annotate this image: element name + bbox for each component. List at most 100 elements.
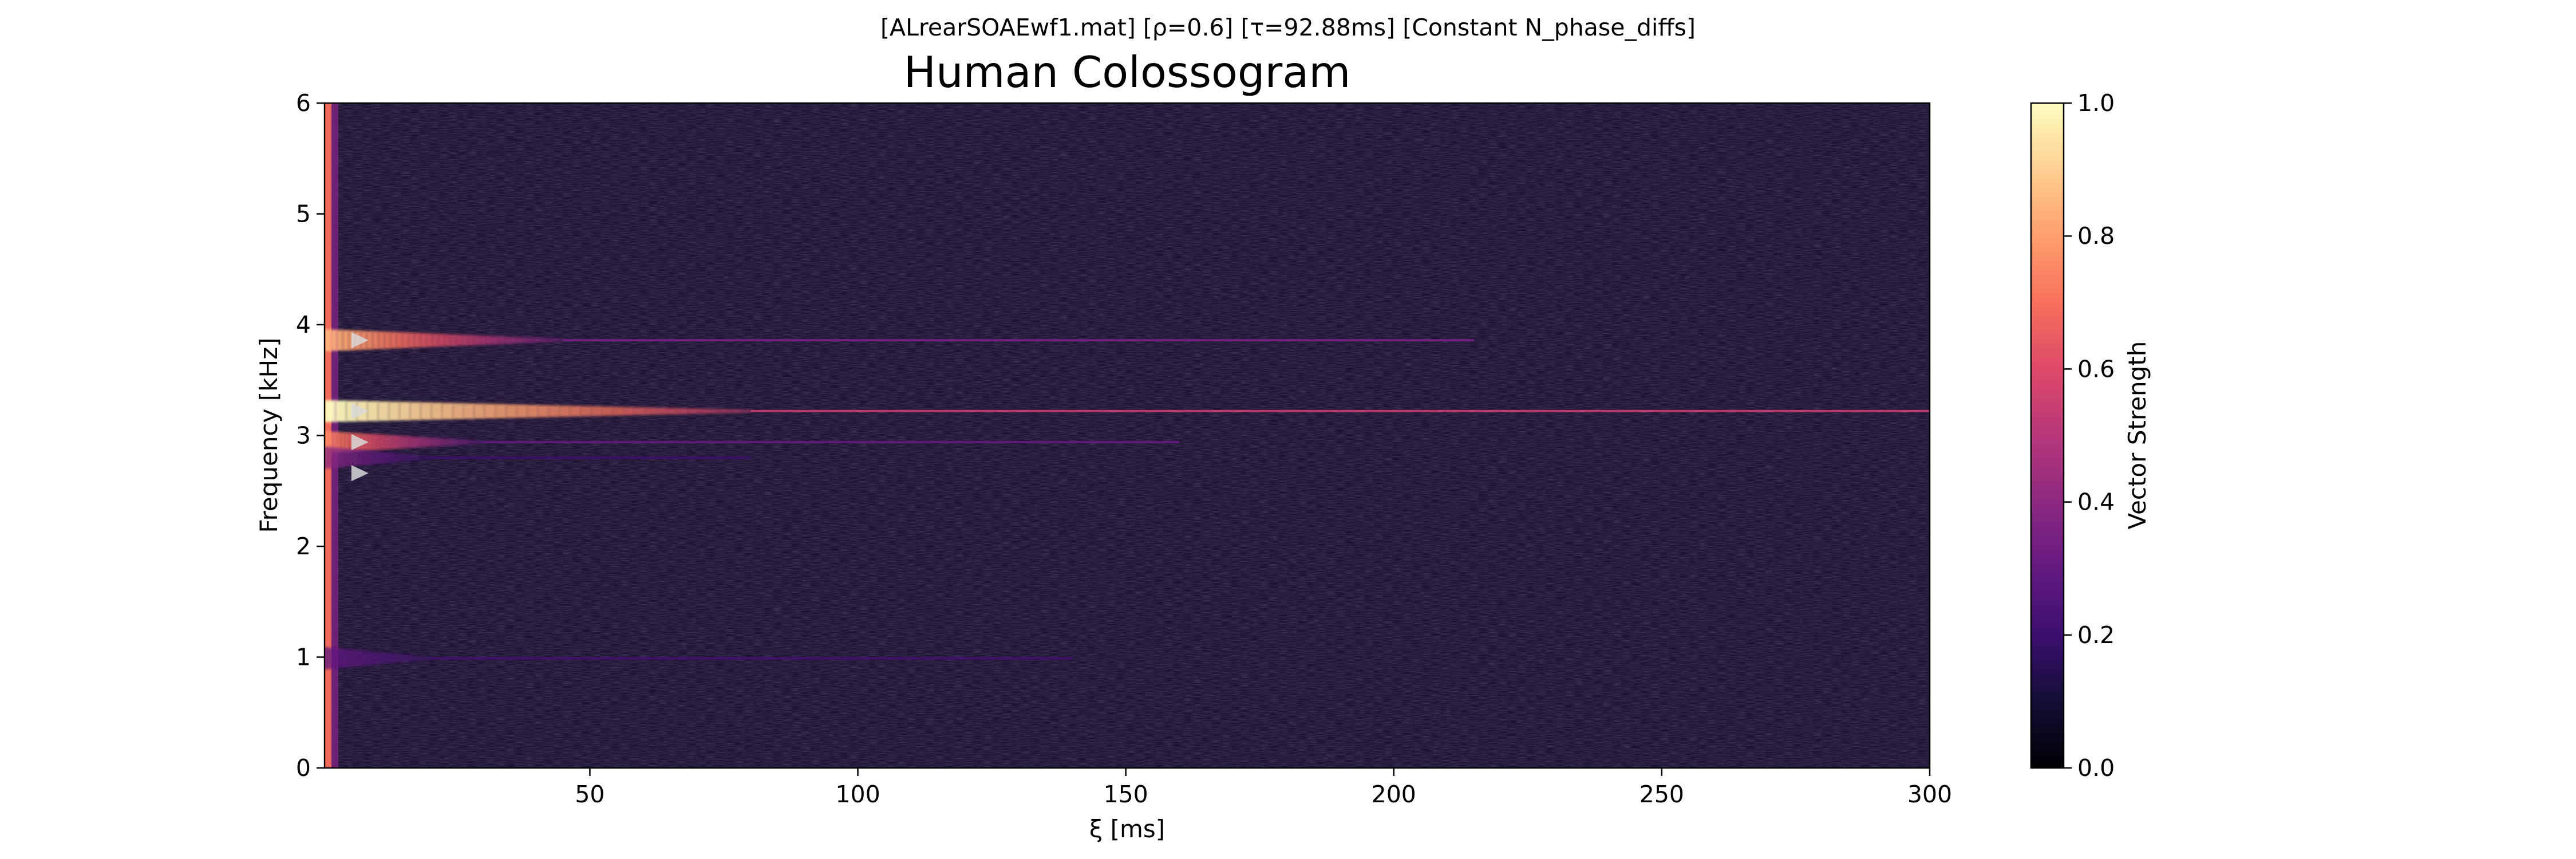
peak-flare-segment bbox=[332, 431, 337, 453]
peak-flare-segment bbox=[336, 432, 341, 452]
colorbar: 0.0 0.2 0.4 0.6 0.8 1.0 Vector Strength bbox=[2030, 89, 2151, 782]
peak-flare-segment bbox=[388, 401, 400, 421]
peak-flare-segment bbox=[325, 329, 331, 352]
peak-flare-segment bbox=[348, 649, 351, 667]
peak-flare-segment bbox=[348, 449, 351, 467]
peak-flare-segment bbox=[396, 332, 403, 348]
peak-flare-segment bbox=[580, 406, 592, 416]
peak-flare-segment bbox=[459, 439, 464, 445]
peak-flare-segment bbox=[358, 650, 362, 666]
peak-flare-segment bbox=[378, 331, 385, 349]
peak-flare-segment bbox=[533, 337, 540, 343]
peak-flare-segment bbox=[516, 404, 528, 418]
peak-flare-segment bbox=[407, 436, 412, 448]
peak-flare-segment bbox=[336, 329, 343, 351]
peak-flare-segment bbox=[654, 408, 666, 415]
peak-marker-triangle bbox=[351, 332, 369, 349]
peak-marker-triangle bbox=[351, 403, 369, 419]
peak-flare-segment bbox=[423, 437, 428, 447]
peak-marker-triangle bbox=[351, 434, 369, 451]
peak-flare-segment bbox=[505, 404, 517, 418]
peak-flare-segment bbox=[369, 451, 373, 464]
peak-flare-segment bbox=[439, 438, 444, 446]
peak-flare-segment bbox=[420, 402, 432, 420]
peak-markers bbox=[351, 332, 369, 482]
peak-flare-segment bbox=[676, 408, 688, 414]
peak-flare-segment bbox=[444, 334, 451, 346]
peak-flare-segment bbox=[551, 338, 558, 342]
peak-flare-segment bbox=[400, 436, 405, 449]
peak-flare-segment bbox=[557, 338, 564, 342]
peak-flare-segment bbox=[491, 336, 499, 345]
peak-flare-segment bbox=[361, 651, 365, 666]
peak-flare-segment bbox=[418, 656, 422, 661]
peak-flare-segment bbox=[335, 400, 347, 422]
x-tick-label: 150 bbox=[1104, 781, 1148, 808]
y-tick-label: 2 bbox=[296, 533, 311, 560]
peak-band bbox=[325, 447, 751, 469]
peak-band bbox=[325, 400, 1930, 422]
peak-flare-segment bbox=[358, 450, 362, 466]
peak-flare-segment bbox=[388, 435, 393, 450]
peak-flare-segment bbox=[515, 337, 522, 344]
peak-flare-segment bbox=[344, 432, 349, 452]
colorbar-tick-label: 0.4 bbox=[2077, 488, 2115, 516]
peak-flare-segment bbox=[376, 434, 381, 450]
peak-flare-segment bbox=[355, 450, 359, 466]
colorbar-tick-label: 0.2 bbox=[2077, 621, 2115, 649]
peak-flare-segment bbox=[332, 648, 336, 669]
peak-flare-segment bbox=[396, 435, 401, 449]
peak-flare-segment bbox=[382, 652, 385, 664]
peak-flare-segment bbox=[392, 435, 397, 449]
peak-flare-segment bbox=[421, 656, 425, 660]
peak-flare-segment bbox=[395, 453, 398, 462]
peak-flare-segment bbox=[527, 337, 534, 343]
peak-flare-segment bbox=[374, 652, 378, 665]
peak-flare-segment bbox=[485, 336, 492, 345]
peak-flare-segment bbox=[548, 405, 560, 417]
peak-flare-segment bbox=[591, 406, 602, 416]
peak-flare-segment bbox=[392, 453, 396, 463]
colorbar-frame bbox=[2030, 102, 2065, 769]
y-tick-label: 6 bbox=[296, 89, 311, 117]
peak-flare-segment bbox=[527, 405, 539, 417]
peak-flare-segment bbox=[342, 448, 346, 467]
peak-flare-segment bbox=[426, 657, 430, 660]
peak-flare-segment bbox=[327, 647, 331, 669]
peak-flare-segment bbox=[384, 435, 389, 450]
peak-flare-segment bbox=[740, 409, 752, 413]
peak-flare-segment bbox=[449, 334, 457, 346]
peak-flare-segment bbox=[484, 404, 496, 419]
peak-flare-segment bbox=[456, 334, 463, 346]
x-tick-label: 250 bbox=[1639, 781, 1684, 808]
peak-flare-segment bbox=[353, 449, 357, 466]
colorbar-ticks: 0.0 0.2 0.4 0.6 0.8 1.0 bbox=[2064, 89, 2115, 782]
peak-flare-segment bbox=[426, 333, 433, 347]
peak-bands bbox=[325, 329, 1930, 669]
colorbar-tick-label: 0.6 bbox=[2077, 355, 2115, 383]
peak-flare-segment bbox=[335, 648, 338, 668]
peak-flare-segment bbox=[379, 652, 383, 664]
peak-flare-segment bbox=[361, 450, 365, 466]
colorbar-label: Vector Strength bbox=[2123, 341, 2151, 530]
peak-flare-segment bbox=[718, 409, 730, 413]
peak-flare-segment bbox=[447, 439, 452, 446]
peak-flare-segment bbox=[372, 331, 379, 349]
colorbar-gradient bbox=[2031, 103, 2064, 768]
x-axis: 50 100 150 200 250 300 bbox=[575, 768, 1952, 808]
peak-flare-segment bbox=[452, 403, 464, 419]
peak-flare-segment bbox=[337, 448, 341, 468]
peak-flare-segment bbox=[408, 333, 415, 348]
peak-flare-segment bbox=[467, 335, 475, 345]
peak-flare-segment bbox=[384, 653, 388, 664]
peak-flare-segment bbox=[545, 338, 552, 342]
x-tick-label: 200 bbox=[1372, 781, 1416, 808]
peak-flare-segment bbox=[729, 409, 741, 413]
peak-flare-segment bbox=[395, 653, 398, 663]
peak-flare-segment bbox=[400, 654, 404, 663]
peak-flare-segment bbox=[503, 336, 510, 344]
peak-flare-segment bbox=[366, 651, 370, 665]
peak-flare-segment bbox=[399, 401, 410, 420]
peak-flare-segment bbox=[369, 651, 373, 665]
peak-flare-segment bbox=[424, 656, 428, 660]
